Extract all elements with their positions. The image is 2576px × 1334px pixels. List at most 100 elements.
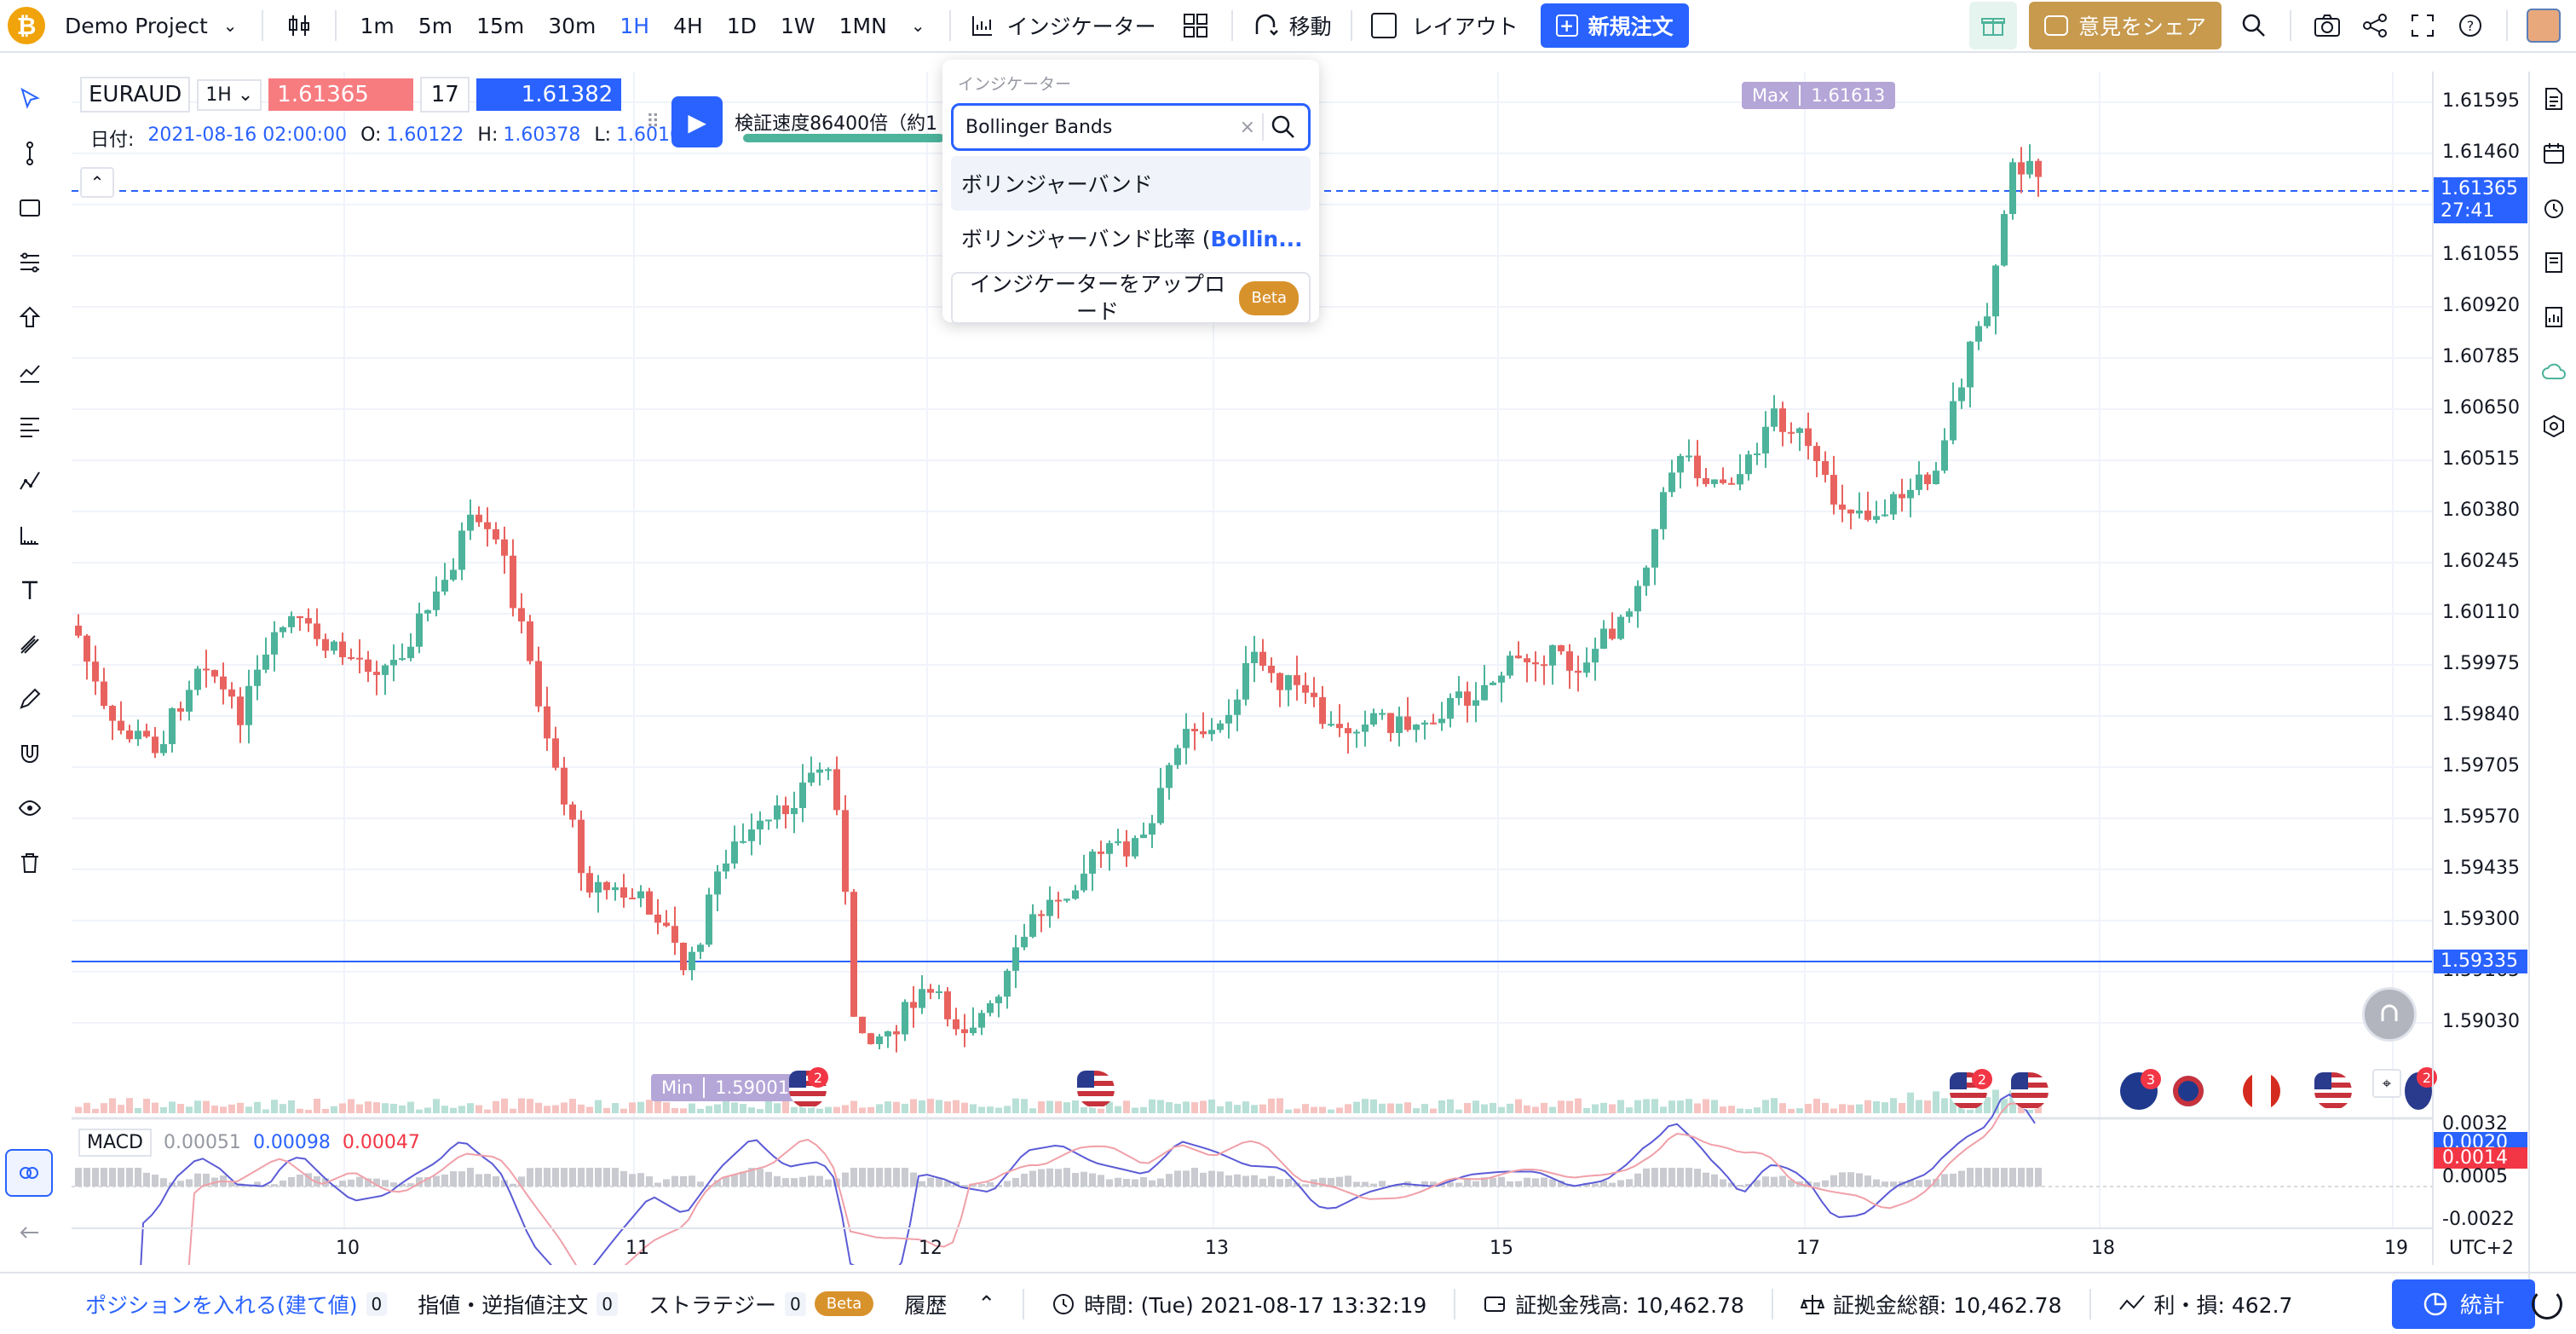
collapse-legend-button[interactable]: ⌃	[80, 167, 114, 198]
search-icon[interactable]	[2230, 2, 2278, 49]
ruler-icon[interactable]	[0, 508, 60, 563]
candle-body	[365, 659, 372, 673]
upload-indicator-button[interactable]: インジケーターをアップロ ード Beta	[951, 272, 1311, 325]
avatar[interactable]	[2520, 2, 2567, 49]
play-button[interactable]: ▶	[671, 96, 723, 147]
volume-bar	[1413, 1108, 1420, 1113]
auto-scale-button[interactable]: ⌖	[2372, 1069, 2401, 1098]
drag-handle-icon[interactable]: ⠿	[646, 111, 660, 133]
trash-icon[interactable]	[0, 835, 60, 890]
project-selector[interactable]: Demo Project ⌄	[53, 0, 250, 52]
statistics-button[interactable]: 統計	[2391, 1279, 2535, 1329]
canada-flag-event-icon[interactable]	[2243, 1072, 2280, 1110]
candle-body	[1754, 453, 1761, 456]
camera-icon[interactable]	[2303, 2, 2351, 49]
interval-4h[interactable]: 4H	[673, 13, 703, 38]
us-flag-event-icon[interactable]	[2314, 1072, 2352, 1110]
interval-1d[interactable]: 1D	[726, 13, 757, 38]
candle-body	[927, 989, 934, 993]
report-icon[interactable]	[2530, 290, 2576, 344]
scroll-to-realtime-button[interactable]	[2362, 987, 2417, 1042]
search-icon[interactable]	[1271, 114, 1296, 140]
uk-flag-event-icon[interactable]	[2170, 1072, 2207, 1110]
gift-icon[interactable]	[1968, 2, 2017, 49]
brush-tools-icon[interactable]	[0, 617, 60, 672]
undo-icon[interactable]	[0, 1205, 60, 1260]
time-axis[interactable]: 10 11 12 13 15 17 18 19 UTC+2	[72, 1227, 2514, 1265]
chevron-down-icon[interactable]: ⌄	[910, 15, 925, 36]
new-order-button[interactable]: + 新規注文	[1540, 3, 1689, 48]
indicators-button[interactable]: インジケーター	[963, 0, 1163, 52]
fullscreen-icon[interactable]	[2399, 2, 2446, 49]
price-axis[interactable]: 1.615951.614601.611901.610551.609201.607…	[2432, 72, 2527, 1265]
magnet-mode-icon[interactable]	[0, 726, 60, 781]
volume-bar	[152, 1102, 158, 1113]
candle-body	[663, 922, 670, 927]
us-flag-event-icon[interactable]	[1077, 1071, 1115, 1108]
text-icon[interactable]	[0, 563, 60, 617]
macd-histogram-bar	[1464, 1178, 1471, 1187]
indicator-search-input[interactable]: Bollinger Bands	[965, 116, 1113, 138]
app-logo[interactable]: ₿	[0, 0, 53, 52]
share-icon[interactable]	[2351, 2, 2399, 49]
macd-histogram-bar	[1098, 1175, 1104, 1187]
macd-name[interactable]: MACD	[78, 1129, 152, 1157]
interval-1h[interactable]: 1H	[620, 13, 650, 38]
timezone-label[interactable]: UTC+2	[2449, 1238, 2515, 1259]
pattern-icon[interactable]	[0, 344, 60, 399]
fib-retracement-icon[interactable]	[0, 235, 60, 290]
candle-body	[723, 863, 729, 872]
candle-body	[356, 657, 363, 660]
indicator-search-field[interactable]: Bollinger Bands ×	[951, 103, 1311, 151]
grid-layout-icon[interactable]	[1172, 2, 1219, 49]
cursor-icon[interactable]	[0, 72, 60, 126]
alarm-icon[interactable]	[2530, 181, 2576, 235]
candle-body	[1455, 691, 1462, 698]
layout-button[interactable]: レイアウト	[1364, 0, 1525, 52]
feedback-button[interactable]: 意見をシェア	[2028, 2, 2222, 49]
macd-histogram-bar	[1242, 1175, 1249, 1187]
candlestick-style-icon[interactable]	[275, 2, 323, 49]
timeframe-selector[interactable]: 1H ⌄	[197, 78, 262, 111]
candle-body	[569, 804, 576, 820]
notes-icon[interactable]	[2530, 235, 2576, 290]
interval-5m[interactable]: 5m	[418, 13, 453, 38]
chevron-up-icon: ⌃	[977, 1291, 996, 1316]
gann-icon[interactable]	[0, 399, 60, 453]
symbol-name[interactable]: EURAUD	[80, 77, 191, 113]
expand-panel-button[interactable]: ⌃	[962, 1291, 1011, 1316]
interval-1mn[interactable]: 1MN	[838, 13, 887, 38]
history-tab[interactable]: 履歴	[889, 1289, 962, 1320]
ask-price[interactable]: 1.61382	[476, 78, 622, 111]
interval-1w[interactable]: 1W	[781, 13, 815, 38]
candle-body	[620, 887, 627, 898]
indicator-result-bollinger-ratio[interactable]: ボリンジャーバンド比率 (Bollin...	[951, 211, 1311, 265]
calendar-icon[interactable]	[2530, 126, 2576, 181]
positions-tab[interactable]: ポジションを入れる(建て値) 0	[0, 1289, 402, 1320]
arrow-up-icon[interactable]	[0, 290, 60, 344]
clear-icon[interactable]: ×	[1239, 116, 1255, 138]
interval-30m[interactable]: 30m	[548, 13, 596, 38]
sync-link-icon[interactable]	[5, 1149, 53, 1197]
interval-1m[interactable]: 1m	[360, 13, 395, 38]
eye-icon[interactable]	[0, 781, 60, 835]
pencil-icon[interactable]	[0, 672, 60, 726]
trend-line-icon[interactable]	[0, 126, 60, 181]
document-icon[interactable]	[2530, 72, 2576, 126]
replay-speed-slider[interactable]	[743, 134, 944, 142]
move-button[interactable]: 移動	[1245, 0, 1339, 52]
settings-hex-icon[interactable]	[2530, 399, 2576, 453]
path-icon[interactable]	[0, 453, 60, 508]
help-icon[interactable]: ?	[2446, 2, 2494, 49]
candle-body	[578, 819, 585, 874]
cloud-icon[interactable]	[2530, 344, 2576, 399]
rectangle-icon[interactable]	[0, 181, 60, 235]
orders-tab[interactable]: 指値・逆指値注文 0	[402, 1289, 633, 1320]
interval-15m[interactable]: 15m	[476, 13, 525, 38]
indicator-result-bollinger-bands[interactable]: ボリンジャーバンド	[951, 156, 1311, 211]
candle-body	[1643, 567, 1650, 586]
macd-histogram-bar	[1490, 1177, 1496, 1187]
bid-price[interactable]: 1.61365	[268, 78, 414, 111]
strategy-tab[interactable]: ストラテジー 0 Beta	[633, 1289, 889, 1320]
us-flag-event-icon[interactable]	[2011, 1072, 2049, 1110]
